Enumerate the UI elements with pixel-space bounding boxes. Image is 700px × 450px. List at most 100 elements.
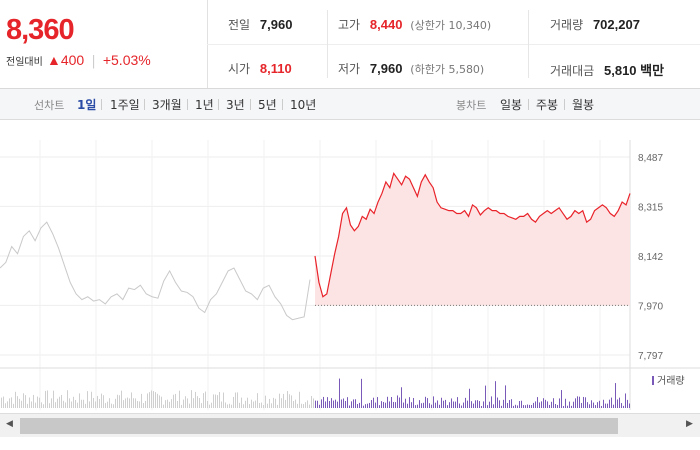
volume-bar [507, 403, 508, 408]
tab-divider [218, 99, 219, 110]
volume-bar [309, 404, 310, 408]
tab-daily-candle[interactable]: 일봉 [500, 98, 523, 112]
volume-bar [547, 401, 548, 408]
volume-bar [73, 396, 74, 408]
volume-bar [59, 396, 60, 408]
volume-bar [323, 396, 324, 408]
volume-bar [317, 400, 318, 408]
volume-bar [7, 401, 8, 408]
volume-bar [117, 394, 118, 408]
y-tick-label: 8,142 [638, 252, 663, 263]
volume-bar [385, 402, 386, 408]
volume-bar [529, 404, 530, 408]
volume-bar [247, 397, 248, 408]
stat-value: 8,110 [259, 61, 292, 76]
volume-bar [447, 405, 448, 408]
volume-bar [249, 404, 250, 408]
volume-bar [521, 400, 522, 408]
volume-bar [595, 405, 596, 408]
volume-bar [341, 399, 342, 408]
volume-bar [101, 393, 102, 408]
volume-bar [573, 401, 574, 408]
tab-10y[interactable]: 10년 [290, 98, 317, 112]
volume-bar [149, 392, 150, 408]
chart-scrollbar[interactable]: ◀ ▶ [0, 413, 700, 438]
tab-weekly-candle[interactable]: 주봉 [536, 98, 559, 112]
volume-bar [135, 398, 136, 408]
volume-bar [69, 398, 70, 408]
scroll-left-icon[interactable]: ◀ [6, 419, 13, 429]
volume-bar [269, 398, 270, 408]
volume-bar [601, 405, 602, 408]
chart-period-tabs: 선차트 1일 1주일 3개월 1년 3년 5년 10년 봉차트 일봉 주봉 월봉 [0, 89, 700, 120]
volume-bar [165, 400, 166, 408]
volume-bar [493, 404, 494, 408]
stock-summary-header: 8,360 전일대비 ▲400 | +5.03% 전일 7,960 시가 8,1… [0, 0, 700, 89]
volume-bar [481, 405, 482, 408]
price-box: 8,360 전일대비 ▲400 | +5.03% [0, 0, 208, 88]
volume-bar [313, 398, 314, 408]
volume-bar [297, 403, 298, 408]
volume-bar [373, 397, 374, 408]
volume-bar [91, 391, 92, 408]
today-price-fill [315, 173, 630, 306]
volume-bar [129, 398, 130, 408]
volume-bar [609, 399, 610, 408]
lower-limit: (하한가 5,580) [410, 63, 485, 76]
y-tick-label: 7,797 [638, 351, 663, 362]
volume-bar [271, 403, 272, 408]
volume-bar [209, 404, 210, 408]
volume-bar [593, 402, 594, 408]
volume-bar [607, 403, 608, 408]
volume-bar [143, 403, 144, 408]
scroll-thumb[interactable] [20, 418, 618, 434]
volume-bar [167, 399, 168, 408]
volume-bar [413, 397, 414, 408]
volume-bar [479, 401, 480, 408]
volume-bar [225, 402, 226, 408]
volume-bar [287, 391, 288, 408]
volume-bar [103, 395, 104, 408]
volume-bar [361, 378, 362, 408]
volume-bar [557, 404, 558, 408]
volume-bar [625, 393, 626, 408]
volume-bar [581, 402, 582, 408]
volume-bar [445, 399, 446, 408]
volume-bar [33, 394, 34, 408]
tab-monthly-candle[interactable]: 월봉 [572, 98, 595, 112]
volume-bar [455, 401, 456, 408]
volume-bar [541, 401, 542, 408]
volume-bar [79, 393, 80, 408]
volume-bar [453, 401, 454, 408]
volume-bar [367, 403, 368, 408]
volume-bar [417, 404, 418, 408]
volume-bar [393, 401, 394, 408]
volume-bar [389, 401, 390, 408]
volume-bar [99, 398, 100, 408]
tab-5y[interactable]: 5년 [258, 98, 277, 112]
tab-divider [564, 99, 565, 110]
scroll-right-icon[interactable]: ▶ [686, 419, 693, 429]
volume-bar [61, 394, 62, 408]
tab-3m[interactable]: 3개월 [152, 98, 182, 112]
tab-divider [144, 99, 145, 110]
volume-bar [237, 392, 238, 408]
volume-bar [253, 401, 254, 408]
stat-label: 거래대금 [550, 64, 595, 78]
volume-bar [531, 404, 532, 408]
volume-bar [403, 402, 404, 408]
volume-bar [113, 404, 114, 408]
candle-chart-label: 봉차트 [456, 99, 487, 112]
volume-bar [111, 403, 112, 408]
tab-3y[interactable]: 3년 [226, 98, 245, 112]
volume-bar [259, 402, 260, 408]
volume-bar [217, 395, 218, 408]
tab-1w[interactable]: 1주일 [110, 98, 140, 112]
tab-1y[interactable]: 1년 [195, 98, 214, 112]
column-divider [327, 10, 328, 78]
stat-open: 시가 8,110 [228, 60, 292, 77]
divider: | [91, 54, 96, 69]
volume-bar [177, 400, 178, 408]
tab-divider [282, 99, 283, 110]
tab-1d[interactable]: 1일 [77, 98, 97, 112]
